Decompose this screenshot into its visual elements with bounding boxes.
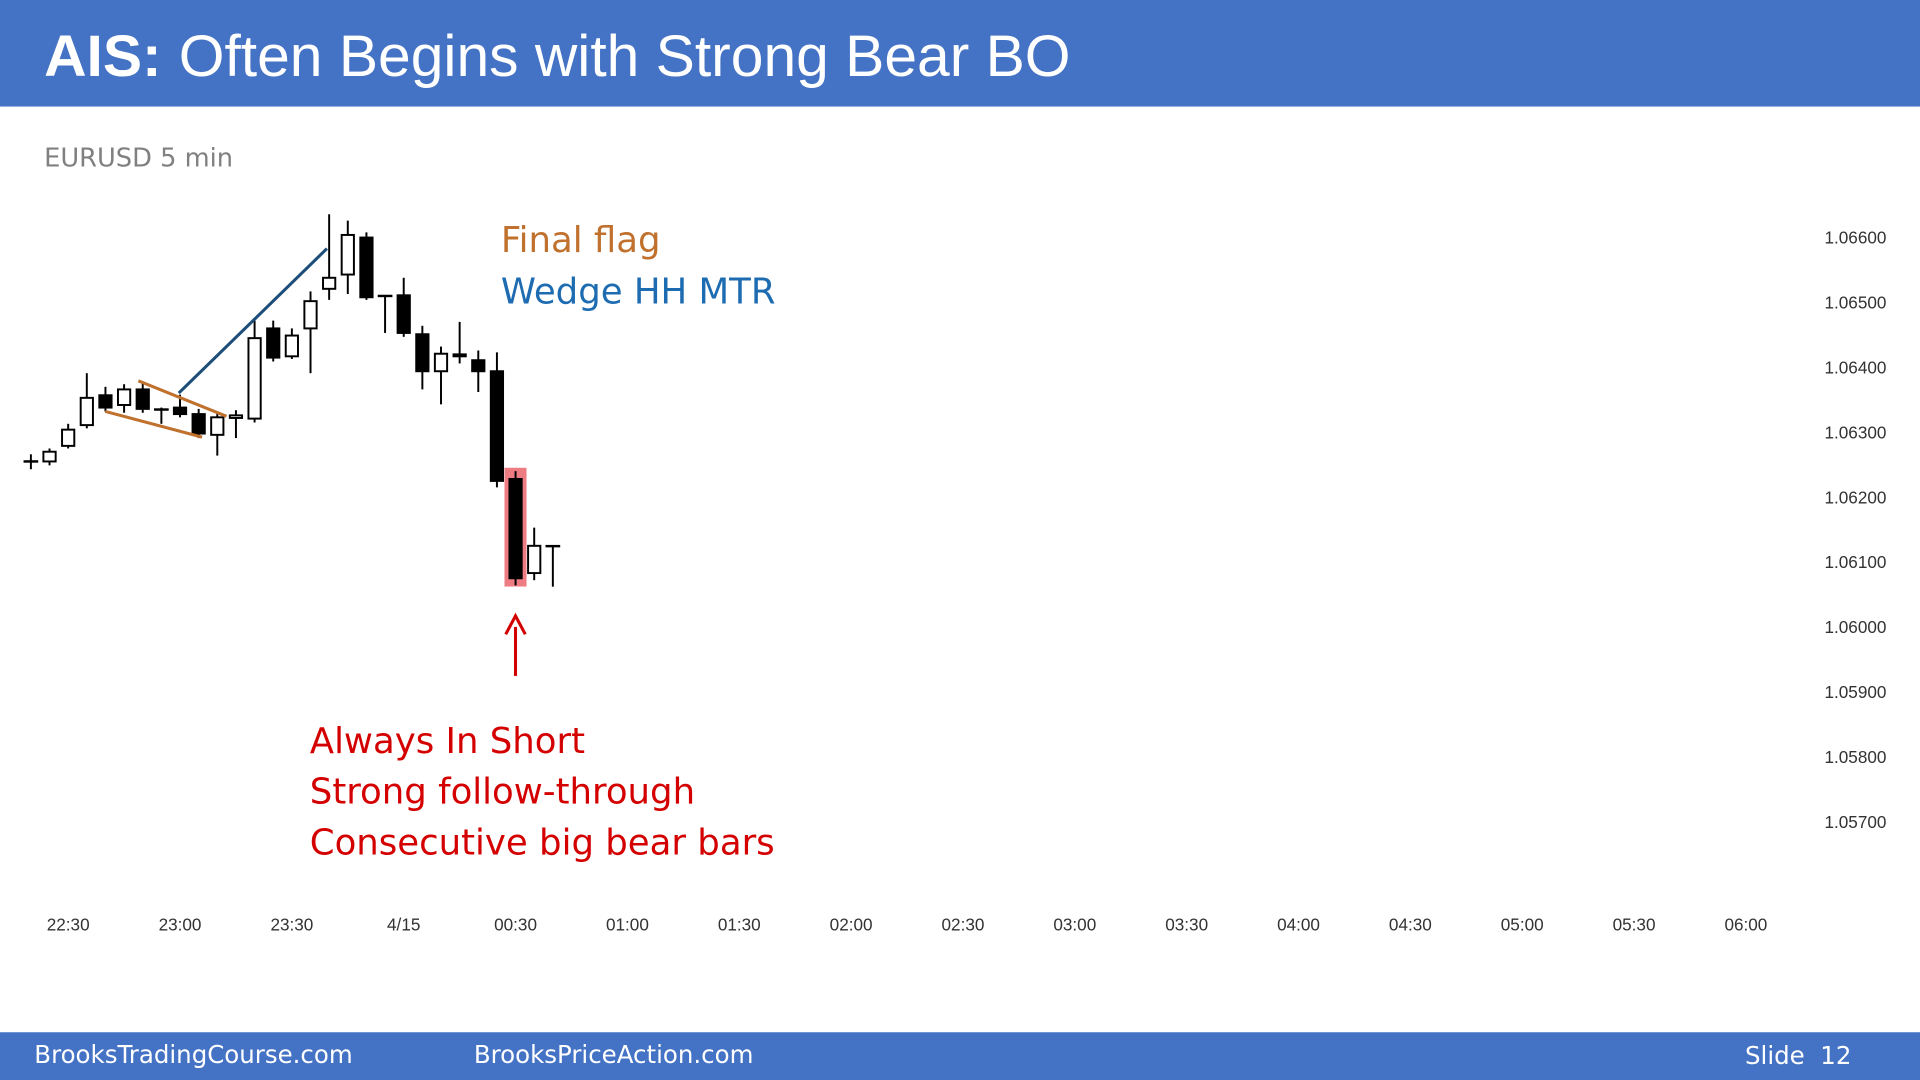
wedge-line [177,247,329,395]
x-tick-label: 03:00 [1053,915,1096,935]
flag-line [104,409,203,439]
body [471,359,486,373]
title-text: Often Begins with Strong Bear BO [179,24,1071,89]
y-tick-label: 1.06200 [1824,487,1886,507]
x-tick-label: 02:00 [830,915,873,935]
footer-bar [0,1032,1920,1080]
title: AIS: Often Begins with Strong Bear BO [44,24,1070,89]
x-tick-label: 23:00 [159,915,202,935]
y-tick-label: 1.06600 [1824,228,1886,248]
body [98,394,113,409]
body [116,388,132,406]
annotation: Final flag [501,220,661,261]
y-tick-label: 1.06500 [1824,293,1886,313]
x-tick-label: 02:30 [942,915,985,935]
body [527,544,542,575]
x-tick-label: 23:30 [270,915,313,935]
body [452,353,467,358]
x-tick-label: 4/15 [387,915,420,935]
body [359,236,374,299]
subtitle: EURUSD 5 min [44,144,233,174]
header-bar [0,0,1920,107]
body [303,300,318,330]
body [191,413,206,435]
title-lead: AIS: [44,24,162,89]
body [172,406,188,416]
body [340,233,355,276]
body [489,370,505,482]
arrow-head [504,612,527,636]
x-tick-label: 03:30 [1165,915,1208,935]
body [396,294,411,334]
body [42,450,57,463]
footer-middle: BrooksPriceAction.com [474,1040,754,1069]
annotation: Wedge HH MTR [501,272,776,313]
x-tick-label: 01:00 [606,915,649,935]
body [61,428,76,447]
body [322,276,337,290]
x-tick-label: 05:00 [1501,915,1544,935]
body [508,477,523,580]
y-tick-label: 1.06400 [1824,357,1886,377]
y-tick-label: 1.05800 [1824,747,1886,767]
y-tick-label: 1.05700 [1824,812,1886,832]
annotation: Consecutive big bear bars [310,823,775,864]
y-tick-label: 1.06100 [1824,552,1886,572]
y-tick-label: 1.06300 [1824,422,1886,442]
body [210,416,225,436]
x-tick-label: 22:30 [47,915,90,935]
x-tick-label: 04:00 [1277,915,1320,935]
body [247,337,262,420]
plot: 1.06600 1.06500 1.06400 1.06300 1.06200 1.061… [23,214,1886,935]
slide-number: Slide 12 [1745,1041,1851,1070]
body [415,333,430,373]
flag-line [137,379,228,418]
body [266,327,281,359]
body [433,352,449,373]
x-tick-label: 00:30 [494,915,537,935]
annotation: Strong follow-through [310,771,695,812]
annotation: Always In Short [310,721,585,762]
footer-left: BrooksTradingCourse.com [34,1040,352,1069]
x-tick-label: 06:00 [1724,915,1767,935]
body [284,334,299,358]
body [135,388,150,410]
x-tick-label: 04:30 [1389,915,1432,935]
body [228,414,244,419]
y-tick-label: 1.05900 [1824,682,1886,702]
x-tick-label: 01:30 [718,915,761,935]
y-tick-label: 1.06000 [1824,617,1886,637]
x-tick-label: 05:30 [1613,915,1656,935]
body [79,396,94,427]
